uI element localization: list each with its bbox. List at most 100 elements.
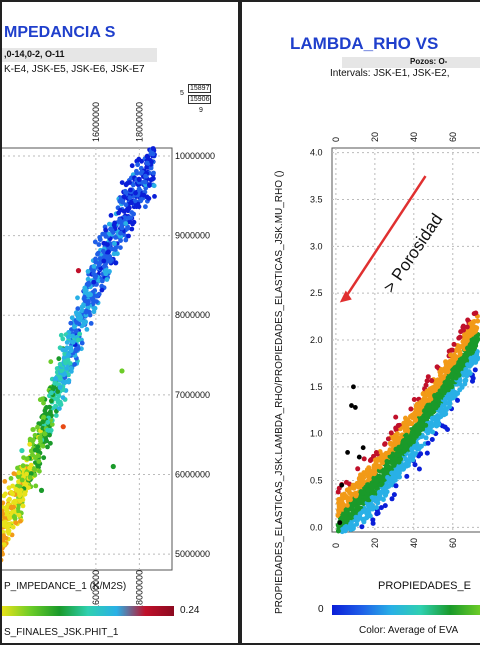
left-scatter-point xyxy=(112,241,117,247)
left-scatter-point xyxy=(2,544,3,549)
left-scatter-point xyxy=(49,422,55,427)
right-scatter-point xyxy=(424,378,430,384)
right-scatter-point xyxy=(361,516,367,522)
right-scatter-point xyxy=(407,420,413,426)
left-scatter-point xyxy=(69,369,74,374)
left-scatter-point xyxy=(24,471,29,477)
right-scatter-point xyxy=(473,359,479,365)
left-scatter-point xyxy=(109,246,115,252)
right-scatter-point xyxy=(393,441,399,447)
left-scatter-point xyxy=(136,186,142,192)
left-scatter-point xyxy=(68,320,74,326)
right-scatter-point xyxy=(373,479,379,485)
left-scatter-point xyxy=(105,254,111,260)
right-scatter-point xyxy=(427,387,432,393)
right-scatter-point xyxy=(372,491,378,497)
right-scatter-point xyxy=(460,370,466,376)
right-scatter-point xyxy=(369,495,375,500)
right-scatter-point xyxy=(433,405,439,411)
right-scatter-point xyxy=(455,397,460,403)
right-scatter-point xyxy=(424,450,430,456)
left-scatter-point xyxy=(64,366,70,371)
right-scatter-point xyxy=(423,435,429,441)
left-right-tick: 10000000 xyxy=(175,151,215,161)
left-scatter-point xyxy=(16,470,22,476)
left-scatter-point xyxy=(45,427,50,433)
right-scatter-point xyxy=(422,395,427,401)
left-scatter-point xyxy=(2,536,3,540)
right-outlier-point xyxy=(356,454,362,460)
left-scatter-point xyxy=(6,513,12,519)
right-scatter-point xyxy=(443,362,449,368)
right-scatter-point xyxy=(416,431,422,436)
left-scatter-point xyxy=(55,389,61,394)
left-scatter-point xyxy=(36,421,42,426)
left-scatter-point xyxy=(129,210,135,215)
left-scatter-point xyxy=(32,467,38,472)
right-scatter-point xyxy=(355,466,361,472)
right-scatter-point xyxy=(461,327,466,333)
left-scatter-point xyxy=(35,444,41,450)
right-scatter-point xyxy=(465,345,470,351)
right-wells-box xyxy=(342,57,480,68)
right-scatter-point xyxy=(404,473,410,479)
left-chart-panel: MPEDANCIA S ,0-14,0-2, O-11 K-E4, JSK-E5… xyxy=(0,0,240,645)
right-scatter-point xyxy=(471,346,477,352)
right-scatter-point xyxy=(446,393,452,398)
left-scatter-point xyxy=(134,170,140,176)
right-scatter-point xyxy=(357,497,363,503)
right-scatter-point xyxy=(401,464,407,470)
right-scatter-point xyxy=(361,456,367,462)
right-scatter-point xyxy=(362,485,368,491)
right-scatter-point xyxy=(381,470,387,475)
left-scatter-point xyxy=(40,425,46,431)
left-scatter-point xyxy=(64,340,70,345)
right-bottom-tick: 20 xyxy=(370,538,380,548)
left-scatter-point xyxy=(150,146,156,151)
right-scatter-point xyxy=(375,486,381,491)
left-scatter-point xyxy=(55,397,61,403)
right-scatter-point xyxy=(396,459,402,465)
left-scatter-point xyxy=(126,205,132,211)
right-scatter-point xyxy=(336,509,342,515)
right-scatter-point xyxy=(472,356,478,362)
right-scatter-point xyxy=(429,378,435,384)
right-scatter-point xyxy=(416,466,422,472)
left-scatter-point xyxy=(40,419,46,425)
left-scatter-point xyxy=(79,340,85,346)
right-scatter-point xyxy=(348,521,354,527)
left-scatter-point xyxy=(148,165,154,171)
left-scatter-point xyxy=(2,542,7,547)
left-scatter-point xyxy=(28,471,34,476)
right-color-caption: Color: Average of EVA xyxy=(359,625,459,636)
left-scatter-point xyxy=(74,311,80,317)
right-bottom-tick: 0 xyxy=(331,543,341,548)
left-scatter-point xyxy=(30,437,36,443)
left-scatter-point xyxy=(63,347,68,353)
right-scatter-point xyxy=(359,482,364,488)
right-scatter-point xyxy=(391,462,397,468)
right-scatter-point xyxy=(412,443,418,449)
left-scatter-point xyxy=(129,163,135,169)
left-scatter-point xyxy=(20,463,26,469)
left-scatter-point xyxy=(84,290,89,296)
left-right-tick: 7000000 xyxy=(175,390,210,400)
left-right-tick: 9000000 xyxy=(175,231,210,241)
right-scatter-point xyxy=(437,388,443,394)
left-scatter-point xyxy=(44,438,49,444)
left-scatter-point xyxy=(10,483,16,489)
left-scatter-point xyxy=(101,240,107,246)
left-scatter-point xyxy=(106,249,111,255)
left-scatter-point xyxy=(149,159,155,165)
right-scatter-point xyxy=(444,386,450,392)
left-scatter-point xyxy=(69,315,75,321)
left-scatter-point xyxy=(96,262,102,268)
left-scatter-point xyxy=(8,489,14,495)
left-scatter-point xyxy=(118,207,123,213)
left-scatter-point xyxy=(91,264,97,269)
left-scatter-point xyxy=(27,441,33,447)
right-scatter-point xyxy=(392,477,398,483)
left-scatter-point xyxy=(126,233,131,239)
right-scatter-point xyxy=(406,436,412,442)
left-scatter-point xyxy=(61,372,67,378)
